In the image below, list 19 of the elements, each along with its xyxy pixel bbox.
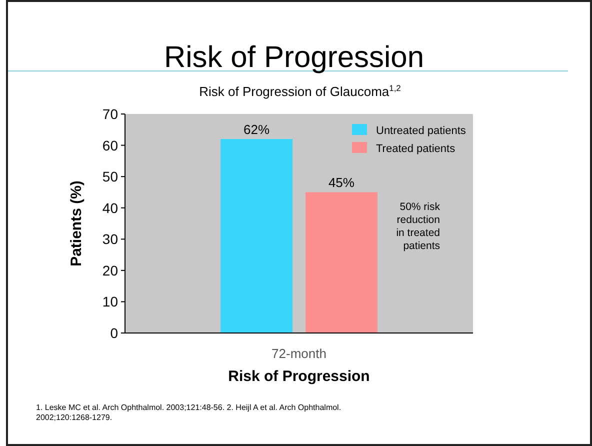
y-tick-label: 20 [102, 262, 118, 278]
chart-title: Risk of Progression [164, 41, 424, 74]
legend-label: Untreated patients [376, 125, 466, 137]
y-tick-label: 30 [102, 231, 118, 248]
y-tick-label: 50 [102, 168, 118, 185]
annotation: 50% risk reduction in treated patients [396, 201, 441, 252]
chart-subtitle: Risk of Progression of Glaucoma$^{1,2}$ [199, 83, 402, 99]
legend-label: Treated patients [376, 143, 456, 155]
data-label: 62% [244, 122, 270, 138]
y-tick-label: 60 [102, 137, 118, 154]
x-tick-label: 72-month [272, 346, 326, 361]
y-tick-label: 10 [102, 294, 118, 310]
y-tick-label: 0 [110, 325, 118, 341]
y-axis-title: Patients (%) [68, 180, 85, 266]
y-tick-label: 40 [102, 200, 118, 216]
y-tick-label: 70 [102, 106, 118, 122]
x-axis-title: Risk of Progression [228, 368, 370, 385]
data-label: 45% [328, 175, 355, 190]
text: 1. Leske MC et al. Arch Ophthalmol. 2003;121:48-56. 2. Heijl A et al. Arch Ophthalmol. 2002;120:1268-1279. [36, 403, 342, 422]
